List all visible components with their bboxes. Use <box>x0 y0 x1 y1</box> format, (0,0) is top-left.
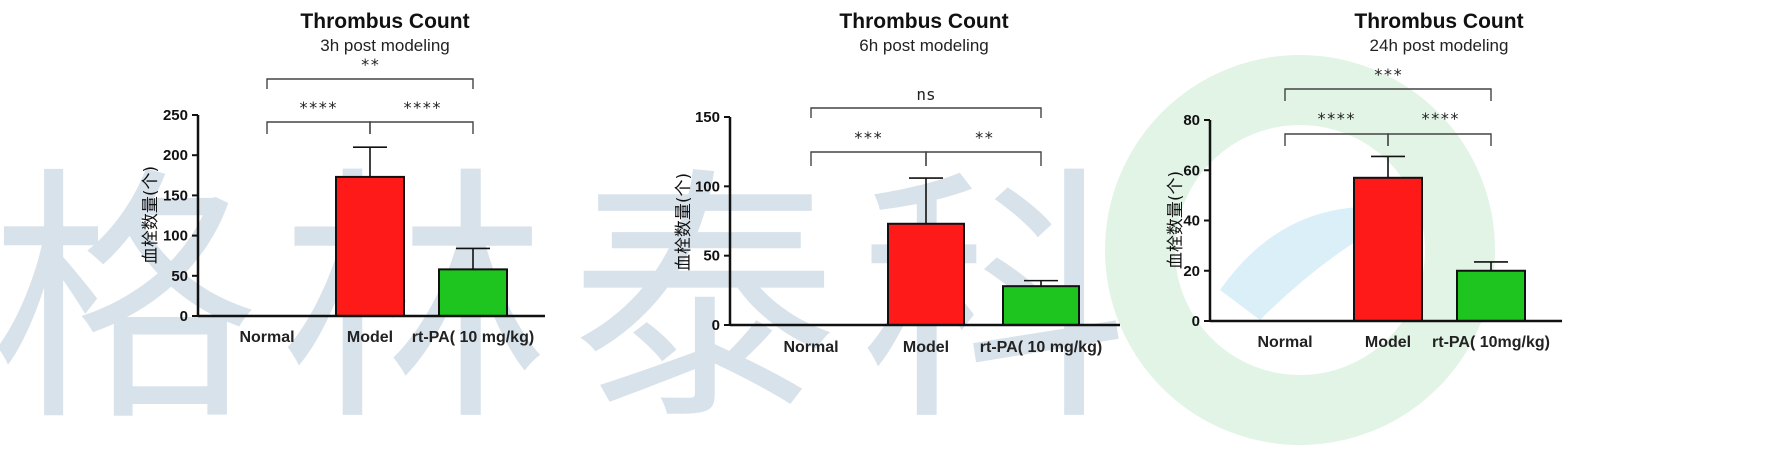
significance-label: *** <box>1374 65 1403 84</box>
bar-rt-pa-10-mg-kg <box>1002 285 1080 327</box>
category-label: Model <box>903 339 949 356</box>
significance-bracket <box>266 121 371 134</box>
y-axis-label: 血栓数量(个) <box>674 173 694 271</box>
significance-bracket <box>810 107 1042 118</box>
y-tick-label: 50 <box>703 248 720 265</box>
significance-label: **** <box>1317 109 1356 128</box>
significance-label: ** <box>360 55 379 74</box>
chart-subtitle: 3h post modeling <box>320 36 449 55</box>
y-tick-label: 150 <box>695 109 720 126</box>
y-tick-label: 0 <box>712 317 720 334</box>
significance-label: *** <box>854 128 883 147</box>
bar-rt-pa-10mg-kg <box>1456 269 1526 322</box>
chart-title: Thrombus Count <box>300 10 469 33</box>
bar-rt-pa-10-mg-kg <box>438 268 508 318</box>
chart-6h: Thrombus Count 6h post modeling 血栓数量(个) … <box>674 10 1120 356</box>
category-label: rt-PA( 10 mg/kg) <box>980 339 1102 356</box>
significance-label: ns <box>916 85 935 104</box>
significance-bracket <box>925 151 1042 166</box>
y-tick-label: 100 <box>695 178 720 195</box>
significance-label: ** <box>974 128 993 147</box>
significance-bracket <box>369 121 474 134</box>
category-label: rt-PA( 10 mg/kg) <box>412 329 534 346</box>
y-tick-label: 200 <box>163 147 188 164</box>
chart-24h: Thrombus Count 24h post modeling 血栓数量(个)… <box>1166 10 1562 351</box>
chart-title: Thrombus Count <box>839 10 1008 33</box>
chart-3h: Thrombus Count 3h post modeling 血栓数量(个) … <box>141 10 545 346</box>
chart-title: Thrombus Count <box>1354 10 1523 33</box>
category-label: Normal <box>239 329 294 346</box>
significance-bracket <box>266 78 474 89</box>
chart-subtitle: 24h post modeling <box>1370 36 1509 55</box>
bar-model <box>887 222 965 326</box>
category-label: Model <box>1365 334 1411 351</box>
y-axis-label: 血栓数量(个) <box>1166 171 1186 269</box>
bar-model <box>335 175 405 317</box>
significance-label: **** <box>299 98 338 117</box>
y-tick-label: 0 <box>1192 313 1200 330</box>
y-tick-label: 20 <box>1183 263 1200 280</box>
bar-model <box>1353 176 1423 322</box>
category-label: rt-PA( 10mg/kg) <box>1432 334 1550 351</box>
y-tick-label: 0 <box>180 308 188 325</box>
significance-label: **** <box>403 98 442 117</box>
y-tick-label: 60 <box>1183 162 1200 179</box>
significance-bracket <box>810 151 927 166</box>
significance-bracket <box>1284 133 1389 146</box>
significance-bracket <box>1387 133 1492 146</box>
y-tick-label: 80 <box>1183 112 1200 129</box>
significance-bracket <box>1284 88 1492 101</box>
y-tick-label: 250 <box>163 107 188 124</box>
y-tick-label: 150 <box>163 187 188 204</box>
category-label: Model <box>347 329 393 346</box>
y-tick-label: 50 <box>171 268 188 285</box>
y-tick-label: 100 <box>163 228 188 245</box>
chart-subtitle: 6h post modeling <box>859 36 988 55</box>
y-tick-label: 40 <box>1183 213 1200 230</box>
y-axis-label: 血栓数量(个) <box>141 166 161 264</box>
category-label: Normal <box>783 339 838 356</box>
significance-label: **** <box>1421 109 1460 128</box>
category-label: Normal <box>1257 334 1312 351</box>
